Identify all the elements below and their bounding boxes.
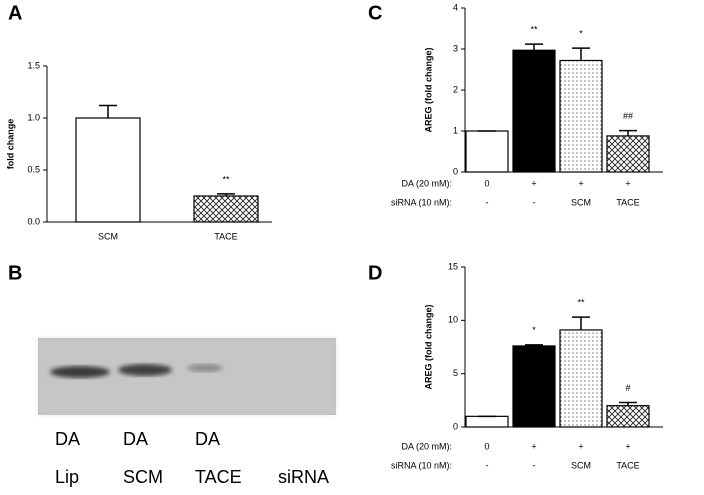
x-tick-label: TACE xyxy=(214,231,237,241)
x-tick-label: - xyxy=(533,460,536,470)
row-label: DA (20 mM): xyxy=(401,178,452,188)
error-bar xyxy=(572,316,590,330)
lane-treatment: DA xyxy=(55,429,80,449)
x-tick-label: + xyxy=(625,178,630,188)
lane-sirna: SCM xyxy=(123,467,163,487)
y-tick-label: 5 xyxy=(453,368,458,378)
y-axis-label: AREG (fold change) xyxy=(423,47,433,132)
significance: * xyxy=(579,29,583,39)
y-tick-label: 0.5 xyxy=(27,164,40,174)
x-tick-label: TACE xyxy=(616,460,639,470)
significance: ** xyxy=(577,298,585,308)
bar xyxy=(512,49,556,173)
x-tick-label: SCM xyxy=(98,231,118,241)
y-tick-label: 1.0 xyxy=(27,112,40,122)
lane-treatment: DA xyxy=(195,429,220,449)
bar xyxy=(512,345,556,428)
x-tick-label: + xyxy=(531,178,536,188)
y-tick-label: 0.0 xyxy=(27,216,40,226)
significance: ** xyxy=(530,24,538,34)
y-tick-label: 3 xyxy=(453,43,458,53)
error-bar xyxy=(99,104,117,118)
significance: * xyxy=(532,325,536,335)
bar xyxy=(193,195,259,223)
y-tick-label: 0 xyxy=(453,421,458,431)
x-tick-label: + xyxy=(531,441,536,451)
panel-label: C xyxy=(368,2,382,24)
x-tick-label: + xyxy=(578,178,583,188)
row-label: siRNA (10 nM): xyxy=(391,460,452,470)
x-tick-label: - xyxy=(533,197,536,207)
significance: ** xyxy=(222,174,230,184)
x-tick-label: - xyxy=(486,197,489,207)
row-label: DA (20 mM): xyxy=(401,441,452,451)
error-bar xyxy=(525,344,543,346)
y-tick-label: 1.5 xyxy=(27,60,40,70)
row-label: siRNA xyxy=(278,467,329,487)
x-tick-label: SCM xyxy=(571,197,591,207)
bar xyxy=(465,130,509,173)
panel-label: A xyxy=(8,2,22,24)
error-bar xyxy=(619,129,637,136)
y-tick-label: 0 xyxy=(453,166,458,176)
row-label: siRNA (10 nM): xyxy=(391,197,452,207)
bar xyxy=(606,405,650,428)
error-bar xyxy=(572,47,590,61)
bar xyxy=(465,415,509,428)
x-tick-label: 0 xyxy=(484,178,489,188)
y-axis-label: AREG (fold change) xyxy=(423,304,433,389)
panel-label: B xyxy=(8,262,22,284)
y-tick-label: 10 xyxy=(448,315,458,325)
x-tick-label: 0 xyxy=(484,441,489,451)
blot-image xyxy=(38,338,336,415)
error-bar xyxy=(525,43,543,51)
bar xyxy=(75,117,141,223)
lane-treatment: DA xyxy=(123,429,148,449)
x-tick-label: - xyxy=(486,460,489,470)
y-axis-label: fold change xyxy=(5,119,15,170)
y-tick-label: 2 xyxy=(453,84,458,94)
lane-sirna: TACE xyxy=(195,467,242,487)
x-tick-label: TACE xyxy=(616,197,639,207)
lane-sirna: Lip xyxy=(55,467,79,487)
significance: # xyxy=(625,383,630,393)
error-bar xyxy=(217,193,235,196)
x-tick-label: + xyxy=(578,441,583,451)
panel-label: D xyxy=(368,262,382,284)
bar xyxy=(559,59,603,173)
y-tick-label: 15 xyxy=(448,261,458,271)
y-tick-label: 4 xyxy=(453,2,458,12)
error-bar xyxy=(619,401,637,406)
x-tick-label: SCM xyxy=(571,460,591,470)
x-tick-label: + xyxy=(625,441,630,451)
significance: ## xyxy=(623,111,633,121)
bar xyxy=(606,135,650,173)
bar xyxy=(559,329,603,428)
y-tick-label: 1 xyxy=(453,125,458,135)
